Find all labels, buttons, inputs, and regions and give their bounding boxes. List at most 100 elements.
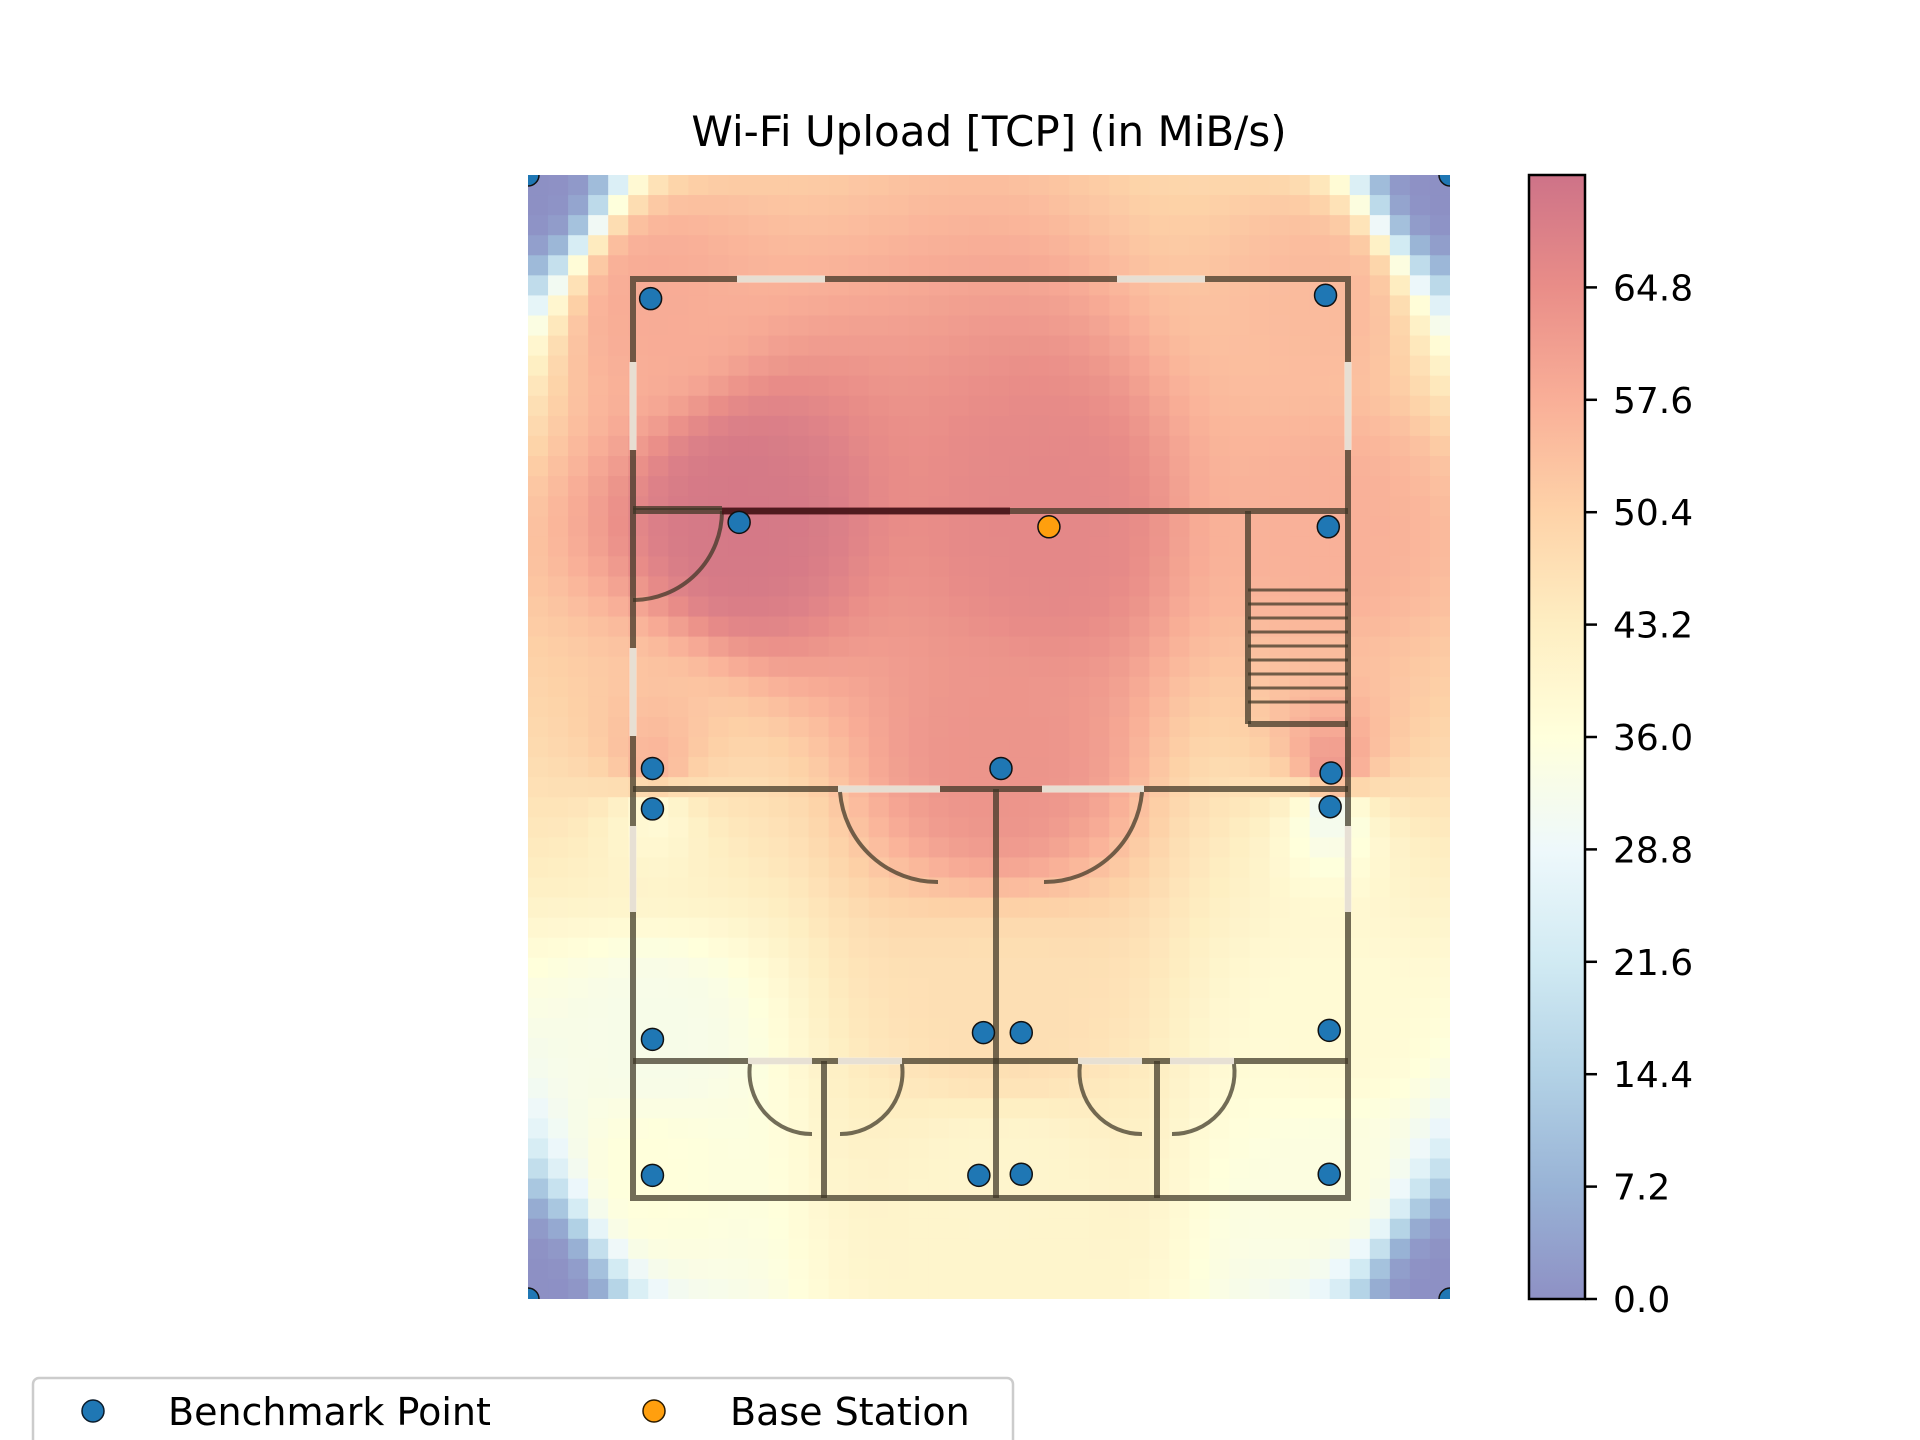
heatmap-cell: [948, 215, 970, 237]
heatmap-cell: [608, 1058, 630, 1080]
heatmap-cell: [1149, 656, 1171, 678]
heatmap-cell: [788, 937, 810, 959]
heatmap-cell: [628, 1198, 650, 1220]
heatmap-cell: [1129, 716, 1151, 738]
heatmap-cell: [1189, 516, 1211, 538]
heatmap-cell: [1149, 576, 1171, 598]
heatmap-cell: [948, 1258, 970, 1280]
heatmap-cell: [708, 636, 730, 658]
heatmap-cell: [1149, 556, 1171, 578]
heatmap-cell: [908, 375, 930, 397]
heatmap-cell: [1169, 435, 1191, 457]
heatmap-cell: [1209, 456, 1231, 477]
heatmap-cell: [948, 395, 970, 417]
heatmap-cell: [1249, 616, 1271, 638]
heatmap-cell: [1349, 335, 1371, 357]
heatmap-cell: [1009, 596, 1030, 618]
heatmap-cell: [528, 456, 549, 477]
heatmap-cell: [1029, 315, 1050, 337]
heatmap-cell: [1369, 937, 1391, 959]
heatmap-cell: [548, 797, 569, 819]
heatmap-cell: [848, 1218, 870, 1240]
heatmap-cell: [1229, 255, 1251, 277]
heatmap-cell: [548, 1138, 569, 1160]
heatmap-cell: [868, 1018, 890, 1039]
heatmap-cell: [948, 556, 970, 578]
legend-label-base-station: Base Station: [730, 1390, 970, 1434]
heatmap-cell: [548, 415, 569, 437]
heatmap-cell: [989, 737, 1010, 758]
heatmap-cell: [1029, 335, 1050, 357]
heatmap-cell: [908, 395, 930, 417]
heatmap-cell: [1189, 656, 1211, 678]
heatmap-cell: [1209, 737, 1231, 758]
heatmap-cell: [1149, 997, 1171, 1019]
heatmap-cell: [828, 395, 850, 417]
heatmap-cell: [1289, 937, 1311, 959]
heatmap-cell: [768, 1138, 790, 1160]
heatmap-cell: [1069, 917, 1091, 939]
heatmap-cell: [848, 696, 870, 718]
heatmap-cell: [1129, 556, 1151, 578]
heatmap-cell: [1269, 596, 1291, 618]
heatmap-cell: [608, 335, 630, 357]
heatmap-cell: [908, 1018, 930, 1039]
heatmap-cell: [989, 797, 1010, 819]
heatmap-cell: [1409, 295, 1431, 317]
heatmap-cell: [1269, 435, 1291, 457]
heatmap-cell: [1369, 877, 1391, 899]
heatmap-cell: [568, 556, 589, 578]
heatmap-cell: [1089, 375, 1111, 397]
heatmap-cell: [1229, 435, 1251, 457]
heatmap-cell: [968, 857, 990, 879]
heatmap-cell: [1189, 536, 1211, 558]
heatmap-cell: [688, 636, 710, 658]
heatmap-cell: [1269, 696, 1291, 718]
heatmap-cell: [1429, 576, 1450, 598]
heatmap-cell: [989, 235, 1010, 257]
heatmap-cell: [768, 536, 790, 558]
heatmap-cell: [708, 456, 730, 477]
heatmap-cell: [1369, 1218, 1391, 1240]
heatmap-cell: [1069, 195, 1091, 216]
heatmap-cell: [1369, 616, 1391, 638]
heatmap-cell: [968, 877, 990, 899]
heatmap-cell: [1429, 937, 1450, 959]
heatmap-cell: [1269, 315, 1291, 337]
heatmap-cell: [588, 877, 609, 899]
heatmap-cell: [568, 415, 589, 437]
heatmap-cell: [1089, 576, 1111, 598]
heatmap-cell: [1189, 1198, 1211, 1220]
heatmap-cell: [1069, 797, 1091, 819]
heatmap-cell: [1349, 977, 1371, 999]
heatmap-cell: [1149, 1278, 1171, 1299]
heatmap-cell: [948, 295, 970, 317]
heatmap-cell: [1349, 576, 1371, 598]
heatmap-cell: [568, 1058, 589, 1080]
heatmap-cell: [888, 395, 910, 417]
heatmap-cell: [1089, 897, 1111, 919]
heatmap-cell: [568, 536, 589, 558]
heatmap-cell: [1249, 175, 1271, 196]
heatmap-cell: [548, 1218, 569, 1240]
heatmap-cell: [1309, 476, 1331, 497]
heatmap-cell: [1109, 1138, 1131, 1160]
heatmap-cell: [1309, 716, 1331, 738]
heatmap-cell: [908, 1118, 930, 1140]
heatmap-cell: [1049, 1078, 1070, 1100]
heatmap-cell: [548, 1078, 569, 1100]
heatmap-cell: [1089, 195, 1111, 216]
heatmap-cell: [1009, 857, 1030, 879]
heatmap-cell: [928, 415, 950, 437]
heatmap-cell: [1009, 656, 1030, 678]
heatmap-cell: [1109, 536, 1131, 558]
heatmap-cell: [1149, 175, 1171, 196]
heatmap-cell: [1229, 456, 1251, 477]
heatmap-cell: [748, 897, 770, 919]
heatmap-cell: [989, 1118, 1010, 1140]
benchmark-point-marker: [1009, 1020, 1034, 1045]
heatmap-cell: [548, 315, 569, 337]
heatmap-cell: [568, 435, 589, 457]
heatmap-cell: [728, 797, 750, 819]
heatmap-cell: [1089, 215, 1111, 237]
